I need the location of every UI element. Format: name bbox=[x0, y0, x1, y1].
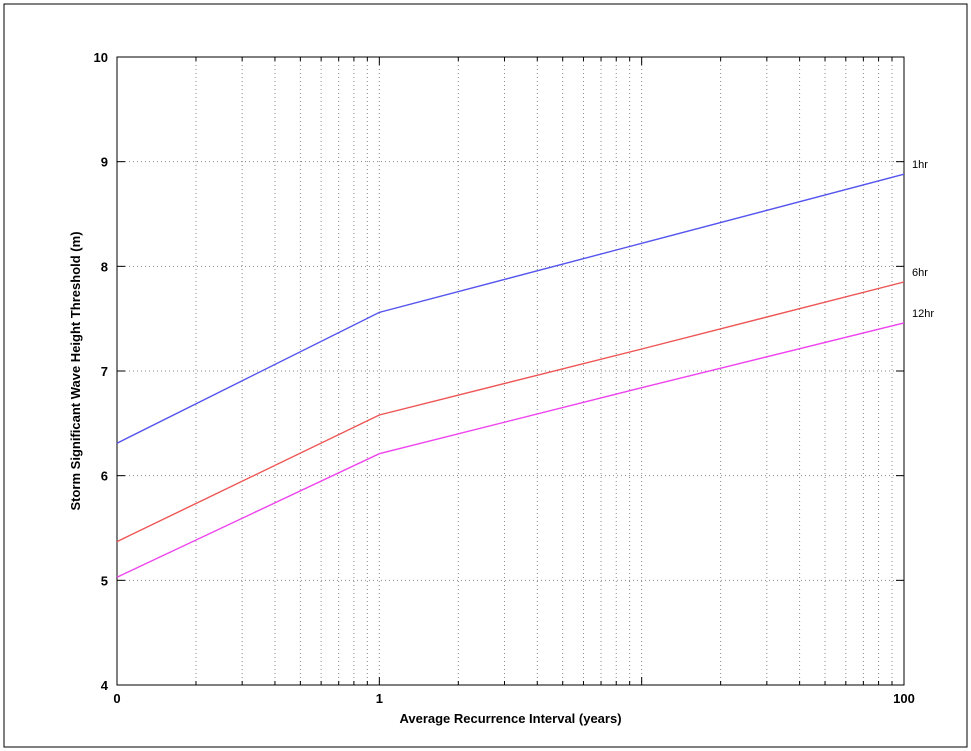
x-tick-label: 0 bbox=[113, 691, 120, 706]
y-axis-title: Storm Significant Wave Height Threshold … bbox=[68, 231, 83, 510]
y-tick-label: 9 bbox=[101, 155, 108, 170]
series-line-12hr bbox=[116, 322, 905, 578]
series-line-1hr bbox=[116, 173, 905, 444]
series-line-6hr bbox=[116, 281, 905, 543]
y-tick-label: 4 bbox=[101, 678, 109, 693]
x-tick-label: 100 bbox=[893, 691, 915, 706]
y-tick-label: 6 bbox=[101, 469, 108, 484]
figure-border bbox=[3, 3, 968, 748]
series-labels: 1hr 6hr 12hr bbox=[912, 159, 934, 320]
series-lines bbox=[116, 173, 905, 578]
x-tick-label: 1 bbox=[376, 691, 383, 706]
y-tick-label: 5 bbox=[101, 573, 108, 588]
y-tick-label: 10 bbox=[94, 50, 108, 65]
y-tick-label: 7 bbox=[101, 364, 108, 379]
y-tick-label: 8 bbox=[101, 259, 108, 274]
series-label-1hr: 1hr bbox=[912, 159, 928, 171]
series-label-12hr: 12hr bbox=[912, 308, 934, 320]
series-label-6hr: 6hr bbox=[912, 267, 928, 279]
x-axis-title: Average Recurrence Interval (years) bbox=[399, 711, 621, 726]
grid bbox=[117, 57, 904, 685]
